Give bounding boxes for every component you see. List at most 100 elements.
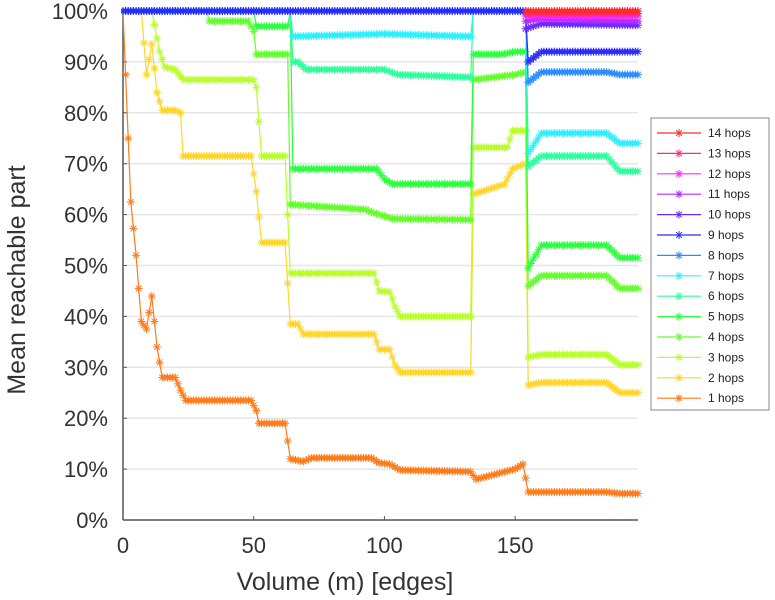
data-point <box>634 47 642 56</box>
data-point <box>675 333 683 341</box>
legend-label: 11 hops <box>708 187 750 201</box>
data-point <box>158 55 167 64</box>
series-line <box>123 10 638 366</box>
data-point <box>132 251 141 260</box>
y-tick-label: 30% <box>64 355 108 380</box>
y-tick-label: 60% <box>64 203 108 228</box>
data-point <box>634 360 642 369</box>
series-5-hops <box>121 7 642 273</box>
data-point <box>254 213 263 222</box>
data-point <box>521 474 530 483</box>
y-tick-label: 0% <box>76 508 108 533</box>
data-point <box>388 353 397 362</box>
series-line <box>122 10 638 495</box>
series-1-hops <box>121 7 642 498</box>
x-axis-label: Volume (m) [edges] <box>237 568 454 596</box>
x-tick-label: 50 <box>241 533 265 558</box>
legend-item: 4 hops <box>657 330 744 344</box>
data-point <box>466 180 475 189</box>
y-tick-label: 50% <box>64 254 108 279</box>
data-point <box>249 75 258 84</box>
y-tick-label: 20% <box>64 406 108 431</box>
legend-item: 5 hops <box>657 310 744 324</box>
data-point <box>126 197 135 206</box>
series-2-hops <box>121 7 642 397</box>
data-point <box>532 137 541 146</box>
data-point <box>247 396 256 405</box>
data-point <box>675 129 683 137</box>
data-point <box>142 325 151 334</box>
data-point <box>142 70 151 79</box>
data-point <box>675 292 683 301</box>
legend-box <box>650 117 770 411</box>
y-tick-label: 90% <box>64 50 108 75</box>
y-tick-label: 10% <box>64 457 108 482</box>
legend-item: 1 hops <box>657 391 744 405</box>
legend-item: 6 hops <box>657 289 744 303</box>
data-point <box>173 379 182 388</box>
data-point <box>145 55 154 64</box>
data-point <box>171 373 180 382</box>
data-point <box>524 149 533 158</box>
series-7-hops <box>121 7 642 158</box>
data-point <box>145 308 154 317</box>
y-tick-label: 70% <box>64 152 108 177</box>
data-point <box>252 83 261 92</box>
data-point <box>675 169 683 178</box>
legend-item: 7 hops <box>657 269 744 283</box>
legend-item: 12 hops <box>657 167 751 181</box>
data-point <box>634 139 642 148</box>
data-point <box>505 169 514 178</box>
data-point <box>369 269 378 278</box>
data-point <box>152 88 161 97</box>
data-point <box>369 330 378 339</box>
legend-label: 8 hops <box>708 248 744 262</box>
data-point <box>466 312 475 321</box>
data-point <box>526 259 535 268</box>
data-point <box>466 32 475 41</box>
y-tick-label: 40% <box>64 304 108 329</box>
data-point <box>150 20 159 29</box>
x-ticks: 0 50 100 150 <box>117 516 534 558</box>
data-point <box>155 97 164 106</box>
series-line <box>123 10 638 271</box>
data-point <box>634 388 642 397</box>
data-point <box>675 251 683 260</box>
legend-label: 7 hops <box>708 269 744 283</box>
data-point <box>283 279 292 288</box>
data-point <box>466 368 475 377</box>
y-ticks: 0% 10% 20% 30% 40% 50% 60% 70% 80% 90% 100% <box>52 0 127 533</box>
data-point <box>252 406 261 415</box>
data-point <box>634 253 642 262</box>
y-axis-label: Mean reachable part <box>3 165 31 394</box>
data-point <box>252 187 261 196</box>
grid <box>123 61 638 470</box>
data-point <box>388 295 397 304</box>
data-point <box>675 231 683 239</box>
legend-item: 3 hops <box>657 350 744 364</box>
legend-label: 14 hops <box>708 126 751 140</box>
legend-item: 11 hops <box>657 187 750 201</box>
data-point <box>150 64 159 73</box>
legend-label: 3 hops <box>708 350 744 364</box>
legend-label: 9 hops <box>708 228 744 242</box>
data-point <box>529 254 538 263</box>
data-point <box>249 169 258 178</box>
data-point <box>283 437 292 446</box>
data-point <box>385 287 394 296</box>
y-tick-label: 100% <box>52 0 108 24</box>
series-9-hops <box>121 7 642 66</box>
data-point <box>155 47 164 56</box>
data-point <box>675 190 683 199</box>
x-tick-label: 150 <box>497 533 534 558</box>
data-point <box>500 180 509 189</box>
data-point <box>675 394 683 403</box>
data-point <box>176 108 185 117</box>
data-point <box>634 284 642 293</box>
data-point <box>152 342 161 351</box>
data-point <box>675 353 683 362</box>
data-point <box>173 68 182 77</box>
data-point <box>675 373 683 382</box>
data-point <box>134 284 143 293</box>
